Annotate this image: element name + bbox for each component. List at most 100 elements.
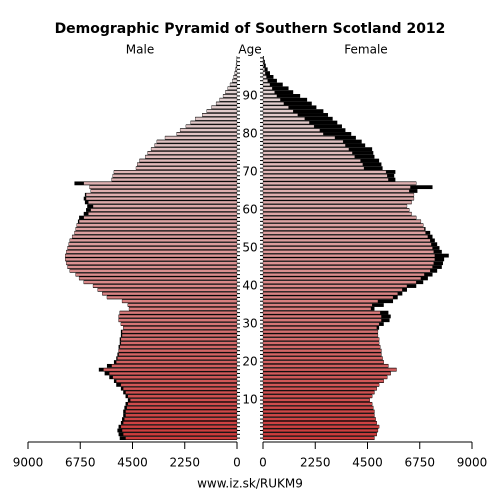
female-bar-common bbox=[262, 113, 298, 117]
male-bar-common bbox=[111, 178, 238, 182]
male-bar-common bbox=[190, 120, 238, 125]
female-bar bbox=[263, 63, 266, 68]
male-bar-common bbox=[75, 273, 238, 277]
y-tick-label: 40 bbox=[242, 279, 257, 293]
male-bar-common bbox=[76, 223, 238, 227]
female-bar-common bbox=[262, 231, 426, 235]
female-bar-common bbox=[262, 299, 379, 303]
x-tick-label: 2250 bbox=[300, 456, 331, 470]
male-bar-common bbox=[85, 193, 238, 197]
female-bar-common bbox=[262, 208, 410, 212]
female-bar-common bbox=[262, 219, 422, 223]
male-bar-common bbox=[118, 314, 238, 318]
female-bar-common bbox=[262, 349, 382, 353]
male-bar-common bbox=[236, 60, 238, 64]
female-bar-common bbox=[262, 71, 266, 75]
female-bar bbox=[263, 94, 301, 98]
female-bar-common bbox=[262, 402, 373, 406]
female-bar-common bbox=[262, 200, 412, 204]
female-bar bbox=[263, 78, 277, 83]
male-bar-common bbox=[176, 132, 238, 136]
y-tick-label: 90 bbox=[242, 88, 257, 102]
x-tick-label: 4500 bbox=[352, 456, 383, 470]
x-tick-label: 2250 bbox=[169, 456, 200, 470]
female-bar-common bbox=[262, 90, 275, 94]
female-bar-common bbox=[262, 261, 434, 265]
female-bar-common bbox=[262, 375, 388, 379]
female-bar-common bbox=[262, 276, 422, 280]
female-bar-common bbox=[262, 235, 429, 239]
male-bar-common bbox=[78, 276, 238, 280]
age-label: Age bbox=[238, 43, 261, 57]
female-bar-common bbox=[262, 421, 377, 425]
female-bar-common bbox=[262, 166, 365, 170]
y-tick-label: 60 bbox=[242, 202, 257, 216]
female-bar-common bbox=[262, 238, 431, 242]
footer: www.iz.sk/RUKM9 bbox=[197, 477, 303, 491]
female-bar-common bbox=[262, 120, 310, 125]
male-bar-common bbox=[116, 379, 238, 383]
female-bar-common bbox=[262, 109, 294, 113]
male-bar-common bbox=[89, 185, 238, 189]
male-bar-common bbox=[68, 242, 238, 246]
male-bar-common bbox=[111, 364, 238, 368]
female-bar-common bbox=[262, 212, 412, 216]
male-bar-common bbox=[69, 269, 238, 273]
female-bar-common bbox=[262, 159, 361, 163]
male-bar-common bbox=[71, 235, 238, 239]
female-bar-common bbox=[262, 162, 364, 166]
female-bar-common bbox=[262, 409, 375, 414]
male-bar-common bbox=[85, 197, 238, 201]
male-bar-common bbox=[125, 390, 238, 395]
female-bar-common bbox=[262, 139, 344, 144]
female-bar-common bbox=[262, 151, 353, 155]
female-bar-common bbox=[262, 379, 384, 383]
male-bar-common bbox=[121, 333, 238, 337]
female-bar-common bbox=[262, 269, 431, 273]
x-tick-label: 9000 bbox=[13, 456, 44, 470]
female-bar-common bbox=[262, 86, 273, 90]
female-bar-common bbox=[262, 273, 425, 277]
male-bar-common bbox=[127, 303, 238, 307]
male-bar-common bbox=[150, 147, 238, 151]
female-bar-common bbox=[262, 425, 380, 429]
female-bar-common bbox=[262, 322, 380, 326]
female-bar-common bbox=[262, 295, 394, 299]
female-bar bbox=[263, 101, 312, 106]
female-bar-common bbox=[262, 197, 415, 201]
female-bar-common bbox=[262, 330, 379, 334]
male-bar-common bbox=[128, 307, 238, 311]
male-label: Male bbox=[126, 43, 154, 57]
female-bar-common bbox=[262, 387, 377, 391]
male-bar-common bbox=[234, 71, 238, 75]
female-bar bbox=[263, 90, 294, 95]
male-bar-common bbox=[235, 63, 238, 68]
male-bar-common bbox=[235, 67, 238, 71]
male-bar-common bbox=[109, 371, 238, 376]
male-bar-common bbox=[215, 101, 238, 106]
female-bar-common bbox=[262, 98, 281, 102]
female-bar-common bbox=[262, 63, 265, 68]
male-bar-common bbox=[202, 113, 238, 117]
male-bar-common bbox=[156, 139, 238, 144]
female-bar bbox=[263, 86, 289, 91]
male-bar-common bbox=[123, 421, 238, 425]
female-bar-common bbox=[262, 185, 411, 189]
male-bar-common bbox=[88, 200, 238, 204]
male-bar-common bbox=[90, 208, 238, 212]
male-bar-common bbox=[139, 159, 238, 163]
male-bar-common bbox=[113, 170, 238, 174]
female-bar-common bbox=[262, 128, 321, 132]
male-bar-common bbox=[125, 409, 238, 414]
female-bar-common bbox=[262, 345, 381, 349]
male-bar-common bbox=[211, 105, 238, 109]
male-bar-common bbox=[116, 360, 238, 364]
male-bar-common bbox=[119, 311, 238, 315]
female-bar bbox=[263, 75, 274, 79]
female-bar-common bbox=[262, 117, 305, 121]
male-bar-common bbox=[222, 94, 238, 98]
female-bar-common bbox=[262, 341, 380, 345]
male-bar-common bbox=[103, 368, 238, 372]
female-bar-common bbox=[262, 250, 434, 254]
male-bar-common bbox=[121, 330, 238, 334]
